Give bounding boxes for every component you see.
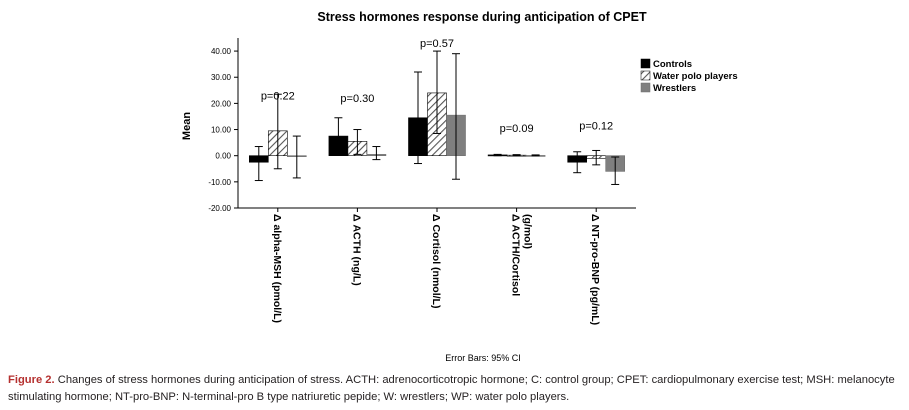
x-category-label: Δ NT-pro-BNP (pg/mL) — [589, 214, 601, 325]
p-value-label: p=0.57 — [420, 38, 454, 50]
y-tick-label: -20.00 — [208, 204, 231, 213]
y-tick-label: 20.00 — [211, 99, 232, 108]
y-axis-label: Mean — [181, 112, 193, 140]
y-tick-label: 40.00 — [211, 47, 232, 56]
x-category-label: Δ ACTH/Cortisol(g/mol) — [510, 214, 534, 296]
chart: Stress hormones response during anticipa… — [181, 10, 738, 363]
chart-title: Stress hormones response during anticipa… — [317, 10, 647, 24]
error-bar-note: Error Bars: 95% CI — [445, 353, 521, 363]
y-tick-label: -10.00 — [208, 178, 231, 187]
x-category-label: Δ alpha-MSH (pmol/L) — [271, 214, 283, 323]
p-value-label: p=0.30 — [340, 93, 374, 105]
x-category-label-line: Δ NT-pro-BNP (pg/mL) — [589, 214, 601, 325]
caption-text: Changes of stress hormones during antici… — [8, 374, 895, 403]
p-value-label: p=0.09 — [500, 123, 534, 135]
y-tick-label: 30.00 — [211, 73, 232, 82]
legend-swatch-controls — [640, 58, 651, 69]
x-category-label-line: Δ ACTH (ng/L) — [350, 214, 362, 286]
y-tick-label: 10.00 — [211, 126, 232, 135]
x-category-label-line: (g/mol) — [522, 214, 534, 249]
legend-swatch-water-polo — [640, 70, 651, 81]
figure-caption: Figure 2. Changes of stress hormones dur… — [8, 372, 898, 406]
x-category-label: Δ Cortisol (nmol/L) — [430, 214, 442, 308]
x-category-label: Δ ACTH (ng/L) — [350, 214, 362, 286]
x-category-label-line: Δ ACTH/Cortisol — [510, 214, 522, 296]
legend-swatch-wrestlers — [640, 82, 651, 93]
p-value-label: p=0.22 — [261, 90, 295, 102]
legend-label-controls: Controls — [653, 59, 692, 70]
x-category-label-line: Δ Cortisol (nmol/L) — [430, 214, 442, 308]
plot-area: -20.00 -10.00 0.00 10.00 20.00 30.00 40.00 p=0.… — [208, 38, 636, 325]
p-value-label: p=0.12 — [579, 121, 613, 133]
x-category-label-line: Δ alpha-MSH (pmol/L) — [271, 214, 283, 323]
legend-label-water-polo: Water polo players — [653, 71, 738, 82]
legend-label-wrestlers: Wrestlers — [653, 83, 696, 94]
y-tick-label: 0.00 — [215, 152, 231, 161]
caption-label: Figure 2. — [8, 374, 55, 386]
